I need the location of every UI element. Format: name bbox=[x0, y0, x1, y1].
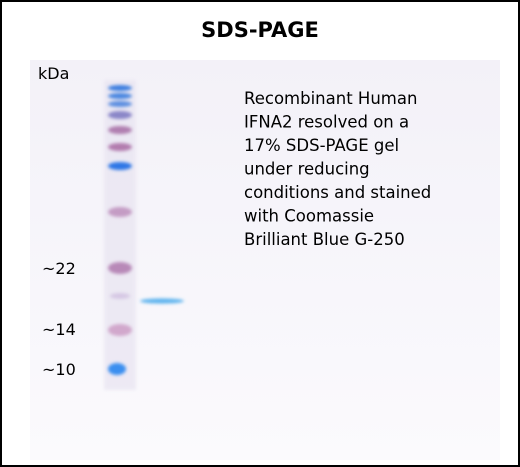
marker-label: ~22 bbox=[42, 259, 76, 278]
marker-label: ~10 bbox=[42, 360, 76, 379]
description-line: Brilliant Blue G-250 bbox=[244, 230, 405, 249]
ladder-bands bbox=[108, 85, 132, 375]
description-line: 17% SDS-PAGE gel bbox=[244, 136, 399, 155]
description-line: IFNA2 resolved on a bbox=[244, 113, 409, 132]
description-line: with Coomassie bbox=[244, 207, 374, 226]
description-line: Recombinant Human bbox=[244, 89, 417, 108]
description-line: conditions and stained bbox=[244, 183, 431, 202]
title: SDS-PAGE bbox=[201, 18, 319, 42]
sample-band bbox=[140, 298, 184, 304]
description: Recombinant Human IFNA2 resolved on a 17% … bbox=[244, 89, 431, 249]
description-line: under reducing bbox=[244, 160, 370, 179]
unit-label: kDa bbox=[38, 64, 69, 83]
marker-label: ~14 bbox=[42, 320, 76, 339]
